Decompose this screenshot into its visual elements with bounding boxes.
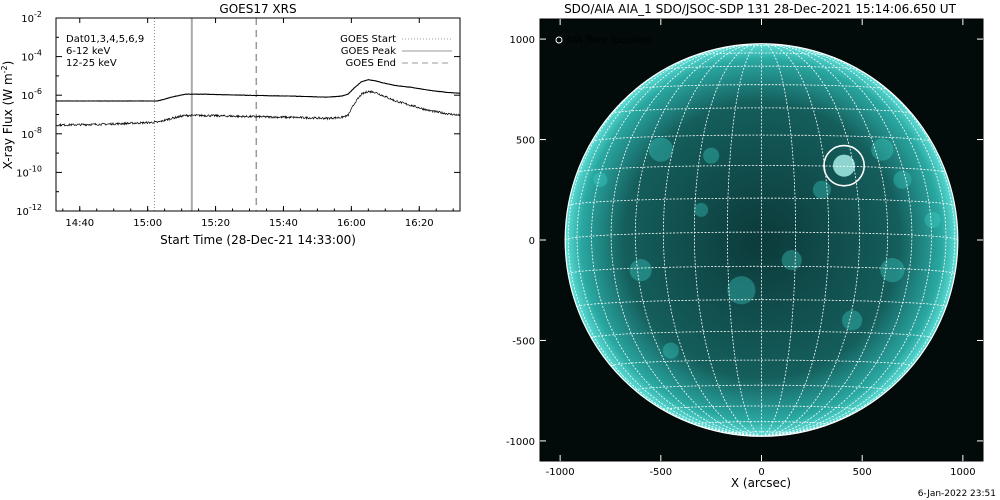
aia-image-panel: SDO/AIA AIA_1 SDO/JSOC-SDP 131 28-Dec-20… (506, 2, 984, 490)
lc-y-tick-label: 10-12 (16, 203, 42, 218)
lc-x-tick-label: 16:00 (337, 218, 366, 229)
active-region (812, 180, 831, 199)
longitude-line (694, 43, 762, 437)
active-region (694, 202, 709, 217)
aia-x-tick-label: -500 (649, 467, 672, 478)
latitude-line (591, 134, 932, 142)
aia-y-tick-label: 1000 (510, 35, 535, 46)
aia-y-tick-label: 500 (516, 136, 535, 147)
active-region (893, 170, 912, 189)
latitude-line (663, 405, 860, 411)
latitude-line (695, 52, 828, 56)
active-region (880, 258, 905, 283)
active-region (781, 250, 802, 271)
longitude-line (761, 45, 947, 437)
aia-x-axis-label: X (arcsec) (731, 476, 791, 490)
lc-x-tick-label: 14:40 (65, 218, 94, 229)
active-region (871, 138, 894, 161)
latitude-line (577, 165, 946, 173)
lc-x-tick-label: 15:40 (269, 218, 298, 229)
legend-6-12-kev: 6-12 keV (66, 46, 110, 57)
aia-y-tick-label: -500 (512, 336, 535, 347)
legend-goes-end: GOES End (346, 58, 396, 69)
lc-y-tick-label: 10-6 (21, 87, 42, 102)
longitude-line (761, 44, 913, 437)
active-region (662, 342, 679, 359)
aia-x-tick-label: 500 (853, 467, 872, 478)
lightcurve-plot-frame (55, 17, 461, 212)
lc-y-tick-label: 10-8 (21, 126, 42, 141)
longitude-line (662, 43, 762, 437)
legend-12-25-kev: 12-25 keV (66, 58, 117, 69)
active-region (924, 211, 941, 228)
latitude-line (663, 65, 860, 71)
flare-brightening (832, 154, 856, 177)
legend-goes-start: GOES Start (340, 34, 396, 45)
active-region (727, 276, 756, 305)
lightcurve-y-axis-label: X-ray Flux (W m-2) (0, 61, 15, 170)
lc-x-tick-label: 16:20 (405, 218, 434, 229)
aia-x-tick-label: 0 (758, 467, 764, 478)
flare-location-marker (823, 144, 865, 187)
lc-y-tick-label: 10-2 (21, 10, 42, 25)
aia-x-tick-label: -1000 (546, 467, 575, 478)
longitude-line (761, 44, 932, 437)
active-region (703, 147, 720, 164)
data-channel-label: Dat01,3,4,5,6,9 (66, 34, 144, 45)
footer-timestamp: 6-Jan-2022 23:51 (918, 489, 996, 499)
goes-lightcurve-panel: GOES17 XRS 14:40 15:00 15:20 15:40 16:00 16:2… (0, 2, 461, 247)
lc-x-tick-label: 15:00 (133, 218, 162, 229)
aia-x-tick-label: 1000 (950, 467, 975, 478)
lightcurve-x-axis-label: Start Time (28-Dec-21 14:33:00) (160, 233, 356, 247)
longitude-line (567, 49, 762, 437)
longitude-line (576, 45, 762, 437)
active-region (593, 172, 608, 187)
latitude-line (611, 107, 912, 114)
flux-series-long (56, 79, 460, 102)
longitude-line (761, 49, 956, 437)
latitude-line (728, 45, 795, 47)
aia-title: SDO/AIA AIA_1 SDO/JSOC-SDP 131 28-Dec-20… (564, 2, 957, 16)
longitude-line (591, 44, 762, 437)
lc-y-tick-label: 10-10 (16, 164, 42, 179)
solar-limb (564, 43, 959, 437)
active-region (842, 310, 863, 331)
lightcurve-title: GOES17 XRS (219, 2, 296, 16)
legend-goes-peak: GOES Peak (341, 46, 396, 57)
flux-series-short (56, 90, 460, 128)
longitude-line (761, 43, 829, 437)
lc-x-tick-label: 15:20 (201, 218, 230, 229)
longitude-line (761, 43, 861, 437)
aia-y-tick-label: -1000 (506, 437, 535, 448)
active-region (648, 137, 673, 162)
legend-flare-location: AIA flare location (566, 35, 651, 46)
longitude-line (610, 44, 762, 437)
aia-y-tick-label: 0 (529, 236, 535, 247)
legend-flare-symbol (555, 36, 563, 44)
lc-y-tick-label: 10-4 (21, 49, 42, 64)
active-region (629, 259, 652, 282)
